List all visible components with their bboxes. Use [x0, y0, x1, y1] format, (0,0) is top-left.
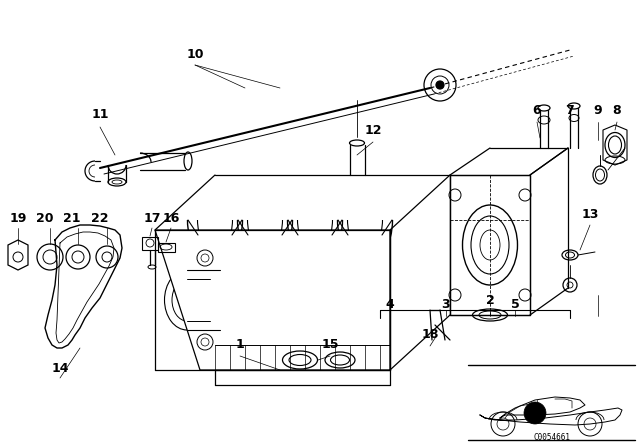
Text: 13: 13 — [581, 208, 598, 221]
Polygon shape — [450, 175, 530, 315]
Circle shape — [524, 402, 546, 424]
Text: 11: 11 — [92, 108, 109, 121]
Text: C0054661: C0054661 — [534, 432, 570, 441]
Text: 5: 5 — [511, 298, 520, 311]
Text: 21: 21 — [63, 211, 81, 224]
Text: 10: 10 — [186, 48, 204, 61]
Text: 4: 4 — [386, 298, 394, 311]
Polygon shape — [155, 230, 390, 370]
Text: 8: 8 — [612, 103, 621, 116]
Text: 3: 3 — [442, 298, 451, 311]
Text: 17: 17 — [143, 211, 161, 224]
Text: 12: 12 — [364, 124, 381, 137]
Text: 1: 1 — [236, 339, 244, 352]
Text: 22: 22 — [92, 211, 109, 224]
Text: 19: 19 — [10, 211, 27, 224]
Text: 7: 7 — [566, 103, 574, 116]
Text: 16: 16 — [163, 211, 180, 224]
Text: 15: 15 — [321, 339, 339, 352]
Text: 6: 6 — [532, 103, 541, 116]
Text: 18: 18 — [421, 328, 438, 341]
Text: 9: 9 — [594, 103, 602, 116]
Text: 2: 2 — [486, 293, 494, 306]
Text: 14: 14 — [51, 362, 68, 375]
Text: 20: 20 — [36, 211, 54, 224]
Circle shape — [436, 81, 444, 89]
